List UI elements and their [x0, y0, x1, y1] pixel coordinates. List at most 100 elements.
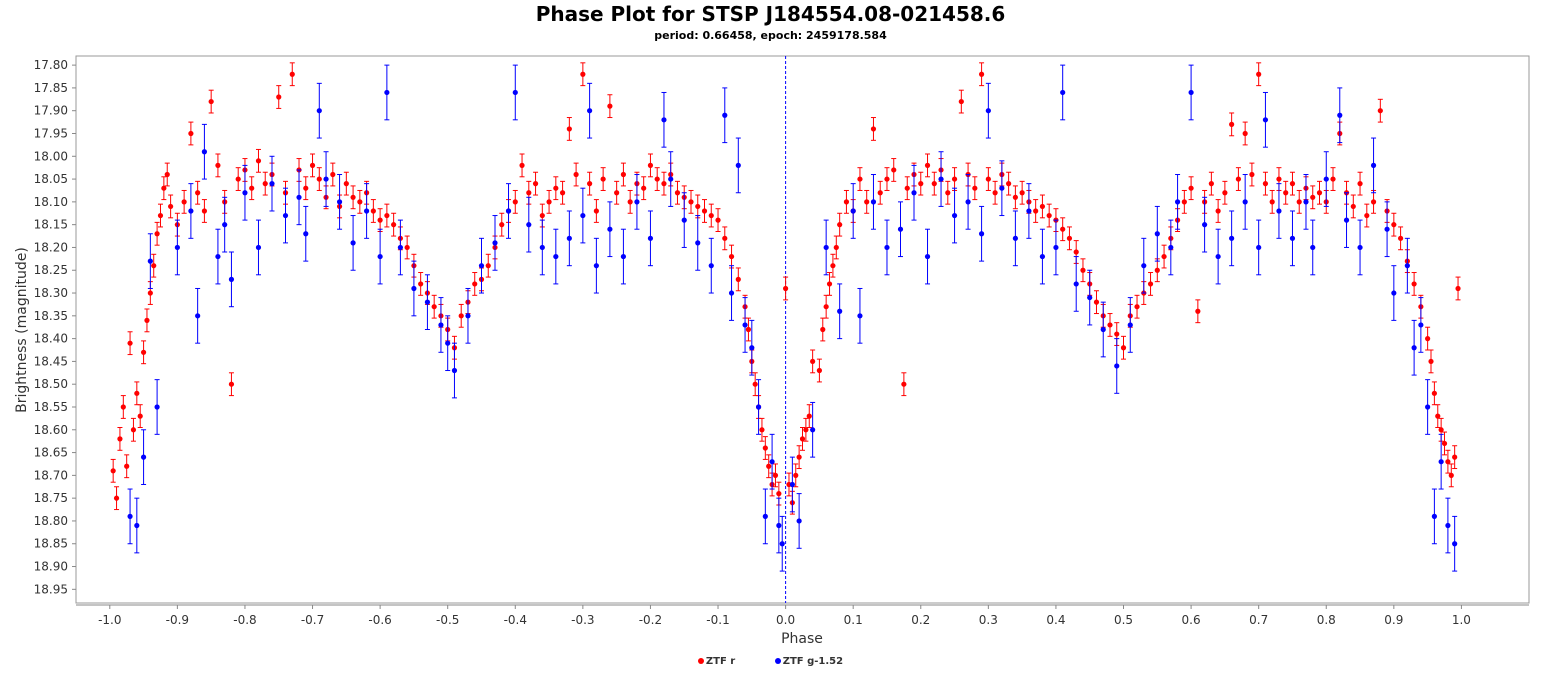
data-point	[614, 190, 620, 196]
data-point	[1370, 162, 1377, 168]
data-point	[215, 253, 221, 260]
data-point	[154, 404, 160, 410]
data-point	[130, 427, 137, 433]
data-point	[282, 212, 289, 219]
data-point	[769, 459, 775, 465]
y-tick-label: 18.45	[34, 354, 68, 368]
data-point	[1411, 345, 1417, 351]
legend-item-ztf-r: ZTF r	[697, 656, 735, 667]
y-tick-label: 18.35	[34, 309, 68, 323]
data-point	[735, 162, 741, 168]
x-tick-label: 0.0	[776, 613, 795, 627]
data-point	[1141, 263, 1147, 269]
data-point	[357, 199, 363, 205]
data-point	[120, 404, 126, 410]
data-point	[323, 176, 329, 182]
data-point	[573, 171, 579, 178]
data-point	[1438, 427, 1444, 433]
x-tick-label: -0.6	[368, 613, 391, 627]
data-point	[884, 244, 890, 251]
data-point	[1262, 181, 1269, 187]
data-point	[924, 162, 931, 168]
data-point	[249, 185, 255, 191]
data-point	[752, 381, 758, 387]
data-point	[951, 176, 958, 182]
data-point	[465, 313, 471, 319]
x-tick-label: -0.3	[571, 613, 594, 627]
legend-item-ztf-g: ZTF g-1.52	[774, 656, 844, 667]
data-point	[1181, 199, 1187, 205]
y-tick-label: 18.25	[34, 263, 68, 277]
data-point	[816, 367, 822, 374]
data-point	[1208, 181, 1214, 187]
data-point	[1120, 345, 1127, 351]
legend-label-ztf-g: ZTF g-1.52	[782, 656, 844, 667]
data-point	[1188, 185, 1194, 191]
x-axis-title: Phase	[781, 631, 823, 647]
data-point	[1357, 244, 1363, 251]
y-tick-label: 17.90	[34, 104, 68, 118]
data-point	[877, 190, 883, 196]
data-point	[701, 208, 708, 214]
data-point	[1127, 322, 1133, 328]
data-point	[806, 413, 812, 419]
data-point	[168, 203, 174, 210]
data-point	[157, 212, 164, 219]
data-point	[350, 194, 356, 200]
data-point	[499, 222, 505, 228]
data-point	[931, 181, 937, 187]
x-tick-label: 0.6	[1182, 613, 1201, 627]
data-point	[864, 199, 870, 205]
data-point	[553, 253, 559, 260]
data-point	[1384, 226, 1390, 232]
x-tick-label: -0.7	[301, 613, 324, 627]
data-point	[1012, 194, 1018, 200]
data-point	[174, 244, 180, 251]
data-point	[566, 235, 572, 241]
data-point	[1114, 331, 1120, 337]
data-point	[1019, 190, 1025, 196]
data-point	[1397, 235, 1404, 241]
data-point	[810, 427, 816, 433]
data-point	[999, 185, 1005, 191]
data-point	[512, 89, 518, 96]
data-point	[330, 171, 336, 178]
data-point	[924, 253, 931, 260]
data-point	[985, 108, 991, 114]
data-point	[1033, 208, 1039, 214]
data-point	[151, 263, 157, 269]
data-point	[1006, 181, 1012, 187]
data-point	[1073, 249, 1079, 255]
data-point	[1256, 71, 1262, 77]
data-point	[1195, 308, 1201, 314]
x-tick-label: 0.9	[1384, 613, 1403, 627]
data-point	[1222, 190, 1228, 196]
data-point	[215, 162, 221, 168]
data-point	[228, 381, 235, 387]
data-point	[1114, 363, 1120, 369]
data-point	[519, 162, 525, 168]
data-point	[681, 217, 687, 223]
data-point	[1026, 208, 1032, 214]
data-point	[397, 244, 403, 251]
data-point	[593, 208, 599, 214]
data-point	[722, 235, 728, 241]
data-point	[188, 130, 194, 137]
data-point	[1100, 326, 1106, 333]
data-point	[512, 199, 518, 205]
data-point	[965, 199, 971, 205]
data-point	[1357, 181, 1363, 187]
data-point	[147, 258, 153, 264]
data-point	[1370, 199, 1377, 205]
data-point	[485, 263, 491, 269]
data-point	[110, 468, 116, 474]
data-point	[762, 445, 768, 451]
data-point	[113, 495, 120, 501]
data-point	[776, 491, 782, 497]
data-point	[668, 176, 674, 182]
data-point	[600, 176, 606, 182]
data-point	[1039, 253, 1046, 260]
data-point	[1060, 89, 1066, 96]
data-point	[140, 349, 147, 355]
x-tick-label: 0.5	[1114, 613, 1133, 627]
